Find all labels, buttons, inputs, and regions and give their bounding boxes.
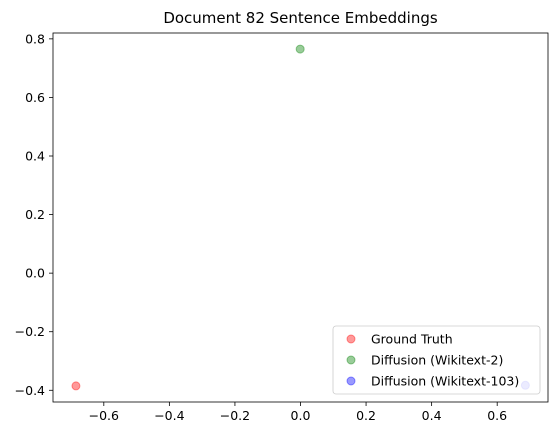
y-axis: −0.4 −0.2 0.0 0.2 0.4 0.6 0.8 xyxy=(15,31,53,398)
legend: Ground Truth Diffusion (Wikitext-2) Diffus… xyxy=(332,325,541,395)
y-tick-label: 0.4 xyxy=(25,149,45,164)
legend-label: Diffusion (Wikitext-103) xyxy=(371,374,519,389)
scatter-point xyxy=(71,381,81,391)
x-tick-label: −0.6 xyxy=(89,408,119,423)
y-tick-label: 0.0 xyxy=(25,266,45,281)
y-tick-label: −0.4 xyxy=(15,383,45,398)
axes-frame xyxy=(52,32,549,403)
x-tick-label: 0.6 xyxy=(487,408,507,423)
y-tick-label: 0.2 xyxy=(25,207,45,222)
scatter-point xyxy=(295,44,305,54)
x-tick-label: −0.2 xyxy=(220,408,250,423)
legend-marker xyxy=(346,334,356,344)
x-axis: −0.6 −0.4 −0.2 0.0 0.2 0.4 0.6 xyxy=(89,402,507,423)
legend-box xyxy=(332,325,541,395)
y-tick-label: 0.6 xyxy=(25,90,45,105)
legend-marker xyxy=(346,355,356,365)
legend-label: Ground Truth xyxy=(371,332,453,347)
legend-label: Diffusion (Wikitext-2) xyxy=(371,353,503,368)
y-tick-label: 0.8 xyxy=(25,31,45,46)
x-tick-label: −0.4 xyxy=(154,408,184,423)
x-tick-label: 0.0 xyxy=(291,408,311,423)
x-tick-label: 0.2 xyxy=(356,408,376,423)
legend-marker xyxy=(346,376,356,386)
x-tick-label: 0.4 xyxy=(422,408,442,423)
y-tick-label: −0.2 xyxy=(15,324,45,339)
chart-title: Document 82 Sentence Embeddings xyxy=(163,9,438,27)
